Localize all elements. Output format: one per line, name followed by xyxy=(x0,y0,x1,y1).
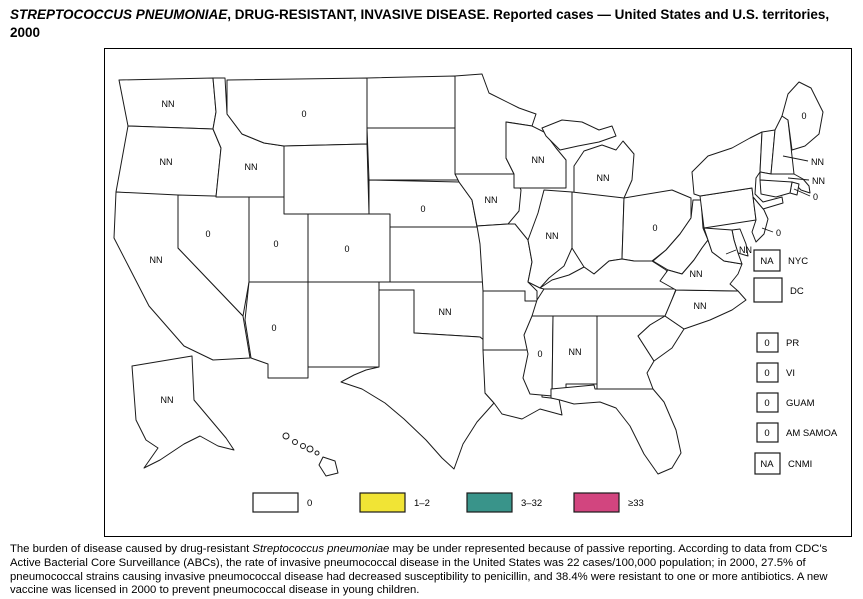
state-north-dakota xyxy=(366,75,456,129)
leader-lines-layer: NN NN 0 0 NN xyxy=(725,155,825,255)
title-rest: , DRUG-RESISTANT, INVASIVE DISEASE. Repo… xyxy=(10,7,830,41)
svg-text:DC: DC xyxy=(790,286,804,297)
state-wyoming xyxy=(283,143,370,215)
label-ne: 0 xyxy=(420,204,425,214)
footnote-paragraph: The burden of disease caused by drug-res… xyxy=(10,543,856,598)
title-genus-species: STREPTOCOCCUS PNEUMONIAE xyxy=(10,7,228,22)
callout-pr: 0 PR xyxy=(756,332,799,353)
label-co: 0 xyxy=(344,244,349,254)
label-or: NN xyxy=(160,157,173,167)
label-mi: NN xyxy=(597,173,610,183)
legend-item-33-plus: ≥33 xyxy=(573,492,644,513)
leader-line-nh xyxy=(782,155,809,162)
label-nc: NN xyxy=(694,301,707,311)
label-me: 0 xyxy=(801,111,806,121)
label-oh: 0 xyxy=(652,223,657,233)
label-nj: 0 xyxy=(776,228,781,238)
leader-line-nj xyxy=(761,227,774,233)
state-north-carolina xyxy=(664,289,747,330)
label-ma: NN xyxy=(812,176,825,186)
callout-nyc: NA NYC xyxy=(753,249,808,272)
label-az: 0 xyxy=(271,323,276,333)
map-legend: 0 1–2 3–32 ≥33 xyxy=(252,492,644,513)
svg-text:1–2: 1–2 xyxy=(414,498,430,509)
callouts-layer: NA NYC DC 0 PR 0 VI 0 GUAM 0 AM SAMOA xyxy=(753,249,838,475)
callout-dc: DC xyxy=(753,277,804,303)
label-nh: NN xyxy=(811,157,824,167)
us-choropleth-map: NN NN NN 0 NN 0 0 0 0 0 NN NN NN NN NN 0… xyxy=(104,48,852,537)
state-alaska xyxy=(131,355,235,469)
footnote-genus-species: Streptococcus pneumoniae xyxy=(252,543,390,555)
svg-text:0: 0 xyxy=(764,398,769,409)
svg-text:AM SAMOA: AM SAMOA xyxy=(786,428,838,439)
svg-text:NYC: NYC xyxy=(788,256,808,267)
state-connecticut xyxy=(759,179,793,198)
state-maryland xyxy=(703,227,743,265)
state-labels-layer: NN NN NN 0 NN 0 0 0 0 0 NN NN NN NN NN 0… xyxy=(150,99,807,405)
state-south-dakota xyxy=(366,127,460,181)
svg-text:NA: NA xyxy=(760,256,774,267)
label-ak: NN xyxy=(161,395,174,405)
state-missouri xyxy=(476,223,538,302)
footnote-pre: The burden of disease caused by drug-res… xyxy=(10,543,253,555)
label-ms: 0 xyxy=(537,349,542,359)
svg-text:0: 0 xyxy=(764,428,769,439)
state-new-hampshire xyxy=(770,115,795,175)
label-il: NN xyxy=(546,231,559,241)
state-hawaii xyxy=(282,432,339,477)
state-wisconsin xyxy=(505,121,567,189)
label-wi: NN xyxy=(532,155,545,165)
svg-text:VI: VI xyxy=(786,368,795,379)
state-tennessee xyxy=(531,288,677,317)
label-md: NN xyxy=(739,245,752,255)
legend-item-3-32: 3–32 xyxy=(466,492,542,513)
state-kansas xyxy=(389,226,486,283)
map-frame xyxy=(104,48,852,537)
callout-vi: 0 VI xyxy=(756,362,795,383)
page-title: STREPTOCOCCUS PNEUMONIAE, DRUG-RESISTANT… xyxy=(10,6,858,42)
label-ok: NN xyxy=(439,307,452,317)
state-new-york xyxy=(691,131,784,210)
svg-text:NA: NA xyxy=(760,459,774,470)
svg-text:CNMI: CNMI xyxy=(788,459,812,470)
label-va: NN xyxy=(690,269,703,279)
leader-line-ri xyxy=(793,188,811,197)
state-maine xyxy=(781,81,824,151)
state-michigan xyxy=(541,119,635,199)
state-florida xyxy=(550,384,682,475)
label-ia: NN xyxy=(485,195,498,205)
label-wa: NN xyxy=(162,99,175,109)
svg-text:GUAM: GUAM xyxy=(786,398,815,409)
svg-text:0: 0 xyxy=(764,338,769,349)
svg-text:0: 0 xyxy=(764,368,769,379)
label-ca: NN xyxy=(150,255,163,265)
legend-item-0: 0 xyxy=(252,492,312,513)
svg-text:≥33: ≥33 xyxy=(628,498,644,509)
leader-line-ma xyxy=(787,177,810,181)
state-texas xyxy=(340,289,495,470)
label-mt: 0 xyxy=(301,109,306,119)
state-new-jersey xyxy=(751,196,769,243)
callout-guam: 0 GUAM xyxy=(756,392,815,413)
footnote-post: may be under represented because of pass… xyxy=(10,543,828,597)
label-nv: 0 xyxy=(205,229,210,239)
label-ut: 0 xyxy=(273,239,278,249)
label-al: NN xyxy=(569,347,582,357)
label-id: NN xyxy=(245,162,258,172)
svg-text:3–32: 3–32 xyxy=(521,498,542,509)
state-new-mexico xyxy=(307,281,380,368)
states-layer xyxy=(113,73,824,477)
leader-line-md xyxy=(725,249,737,255)
svg-text:PR: PR xyxy=(786,338,799,349)
state-montana xyxy=(226,77,368,147)
label-ri: 0 xyxy=(813,192,818,202)
callout-am-samoa: 0 AM SAMOA xyxy=(756,422,838,443)
legend-item-1-2: 1–2 xyxy=(359,492,430,513)
svg-text:0: 0 xyxy=(307,498,312,509)
callout-cnmi: NA CNMI xyxy=(754,452,812,475)
